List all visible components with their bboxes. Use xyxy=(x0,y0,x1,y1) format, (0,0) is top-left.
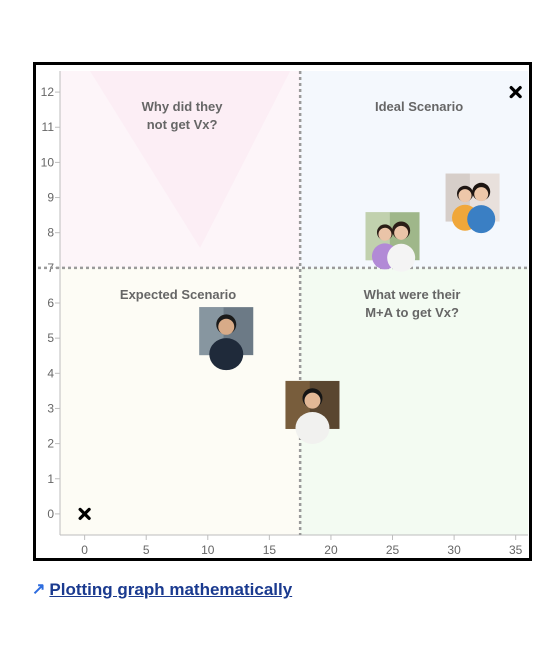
quadrant-top-left-tint xyxy=(90,71,291,248)
quadrant-label-bottom-left-line-1: Expected Scenario xyxy=(120,287,236,302)
photo-man-in-suit xyxy=(199,307,254,371)
x-tick-label-25: 25 xyxy=(386,543,400,557)
y-tick-label-9: 9 xyxy=(47,191,54,205)
quadrant-label-bottom-right-line-2: M+A to get Vx? xyxy=(365,305,459,320)
photo-two-women-face-right xyxy=(474,187,489,202)
photo-man-in-suit-face xyxy=(218,318,235,335)
y-tick-label-3: 3 xyxy=(47,401,54,415)
quadrant-label-top-left-line-1: Why did they xyxy=(142,99,224,114)
chart-frame: 051015202530350123456789101112 Why did t… xyxy=(33,62,532,561)
cross-marker-2 xyxy=(509,85,522,99)
x-tick-label-5: 5 xyxy=(143,543,150,557)
y-tick-label-6: 6 xyxy=(47,296,54,310)
photo-two-women xyxy=(445,173,500,234)
quadrant-label-top-left-line-2: not get Vx? xyxy=(147,117,218,132)
quadrant-label-bottom-right-line-1: What were their xyxy=(364,287,461,302)
north-east-arrow-icon: ↗ xyxy=(32,581,46,598)
photo-woman-smiling-face xyxy=(304,392,321,409)
photo-woman-with-child-body-right xyxy=(387,243,416,272)
photo-woman-with-child-face-right xyxy=(394,225,409,240)
plotting-graph-link[interactable]: Plotting graph mathematically xyxy=(49,580,293,599)
y-tick-label-0: 0 xyxy=(47,507,54,521)
x-tick-label-15: 15 xyxy=(263,543,277,557)
y-tick-label-1: 1 xyxy=(47,472,54,486)
photo-woman-smiling-body xyxy=(295,411,330,444)
cross-marker-1-stroke-b xyxy=(78,507,91,521)
photo-two-women-body-right xyxy=(467,205,496,234)
cross-marker-2-stroke-b xyxy=(509,85,522,99)
y-tick-label-11: 11 xyxy=(42,120,55,134)
x-tick-label-35: 35 xyxy=(509,543,523,557)
photo-woman-with-child-face-left xyxy=(378,227,392,241)
quadrant-bottom-left xyxy=(60,267,301,535)
photo-man-in-suit-body xyxy=(209,338,244,371)
link-row[interactable]: ↗ Plotting graph mathematically xyxy=(32,580,292,600)
photo-woman-with-child xyxy=(365,212,420,272)
scatter-chart: 051015202530350123456789101112 Why did t… xyxy=(38,71,528,557)
photo-two-women-face-left xyxy=(458,189,472,203)
y-tick-label-12: 12 xyxy=(41,85,55,99)
x-tick-label-30: 30 xyxy=(447,543,461,557)
photo-woman-smiling xyxy=(285,380,340,444)
cross-marker-1 xyxy=(78,507,91,521)
x-tick-label-0: 0 xyxy=(81,543,88,557)
y-tick-label-5: 5 xyxy=(47,331,54,345)
y-tick-label-10: 10 xyxy=(41,155,55,169)
y-tick-label-8: 8 xyxy=(47,226,54,240)
y-tick-label-2: 2 xyxy=(47,437,54,451)
x-tick-label-20: 20 xyxy=(324,543,338,557)
y-tick-label-4: 4 xyxy=(47,366,54,380)
x-tick-label-10: 10 xyxy=(201,543,215,557)
quadrant-label-top-right-line-1: Ideal Scenario xyxy=(375,99,463,114)
